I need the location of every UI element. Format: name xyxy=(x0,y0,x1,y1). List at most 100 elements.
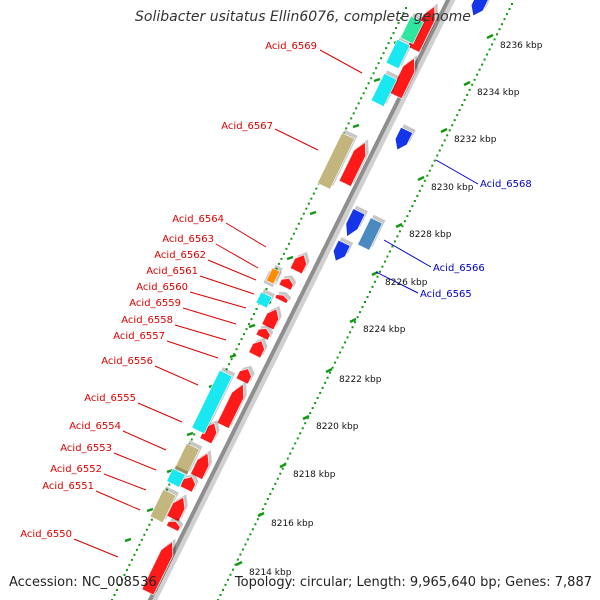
gene-label-reverse[interactable]: Acid_6568 xyxy=(480,179,532,190)
inner-scale-tick xyxy=(365,87,368,90)
outer-scale-tick xyxy=(326,376,329,379)
inner-scale-tick xyxy=(243,333,246,336)
outer-scale-tick xyxy=(354,321,357,324)
rna-feature[interactable] xyxy=(255,291,273,309)
rna-feature[interactable] xyxy=(370,72,398,108)
outer-scale-tick xyxy=(461,104,464,107)
cds-forward[interactable] xyxy=(255,328,271,341)
gene-label-reverse[interactable]: Acid_6565 xyxy=(420,289,472,300)
outer-scale-tick xyxy=(331,366,334,369)
trna-feature[interactable] xyxy=(265,267,281,285)
cds-forward[interactable] xyxy=(289,254,307,275)
gene-label-forward[interactable]: Acid_6550 xyxy=(20,529,72,540)
inner-scale-tick xyxy=(275,267,278,270)
cds-forward[interactable] xyxy=(165,521,181,532)
rna-feature[interactable] xyxy=(399,15,425,45)
cds-reverse[interactable] xyxy=(357,217,383,251)
inner-scale-tick xyxy=(400,17,403,20)
gene-label-forward[interactable]: Acid_6552 xyxy=(50,464,102,475)
scale-label: 8232 kbp xyxy=(454,135,497,145)
cds-forward[interactable] xyxy=(235,368,252,385)
gene-label-forward[interactable]: Acid_6563 xyxy=(162,234,214,245)
inner-scale-tick xyxy=(315,187,318,190)
gene-label-forward-leader xyxy=(73,538,119,558)
cds-reverse[interactable] xyxy=(332,239,351,262)
inner-major-tick xyxy=(186,431,194,437)
gene-label-forward[interactable]: Acid_6553 xyxy=(60,443,112,454)
outer-scale-tick xyxy=(371,285,374,288)
cds-forward[interactable] xyxy=(261,308,280,331)
outer-scale-tick xyxy=(458,109,461,112)
cds-forward[interactable] xyxy=(166,496,186,523)
gene-label-forward[interactable]: Acid_6569 xyxy=(265,41,317,52)
outer-scale-tick xyxy=(471,83,474,86)
outer-scale-tick xyxy=(368,290,371,293)
cds-forward-shadow xyxy=(277,291,292,301)
outer-scale-tick xyxy=(321,386,324,389)
outer-scale-tick xyxy=(286,457,289,460)
outer-major-tick xyxy=(395,222,403,229)
cds-forward[interactable] xyxy=(248,340,265,359)
backbone-shadow xyxy=(150,0,456,600)
inner-scale-tick xyxy=(347,122,350,125)
cds-reverse[interactable] xyxy=(394,126,414,151)
rna-feature[interactable] xyxy=(149,488,177,524)
gene-label-forward[interactable]: Acid_6564 xyxy=(172,214,224,225)
rna-feature[interactable] xyxy=(191,369,233,435)
gene-label-forward[interactable]: Acid_6558 xyxy=(121,315,173,326)
cds-forward[interactable] xyxy=(190,452,210,480)
outer-scale-tick xyxy=(496,33,499,36)
outer-major-tick xyxy=(417,175,425,182)
rna-feature[interactable] xyxy=(385,38,411,70)
outer-scale-tick xyxy=(388,250,391,253)
outer-scale-tick xyxy=(391,245,394,248)
outer-scale-tick xyxy=(408,210,411,213)
outer-scale-tick xyxy=(436,154,439,157)
gene-label-forward[interactable]: Acid_6556 xyxy=(101,356,153,367)
cds-reverse[interactable] xyxy=(345,208,366,238)
gene-label-forward[interactable]: Acid_6567 xyxy=(221,121,273,132)
scale-label: 8224 kbp xyxy=(363,325,406,335)
gene-label-forward[interactable]: Acid_6557 xyxy=(113,331,165,342)
inner-scale-tick xyxy=(120,578,123,581)
gene-label-forward-leader xyxy=(215,243,259,269)
outer-scale-tick xyxy=(476,73,479,76)
inner-scale-tick xyxy=(367,82,370,85)
outer-scale-tick xyxy=(428,169,431,172)
outer-scale-tick xyxy=(381,265,384,268)
tick-rings xyxy=(111,3,513,600)
cds-forward[interactable] xyxy=(274,294,289,304)
inner-scale-tick xyxy=(300,217,303,220)
rna-feature[interactable] xyxy=(316,132,356,190)
outer-scale-tick xyxy=(229,573,232,576)
gene-label-forward[interactable]: Acid_6562 xyxy=(154,250,206,261)
cds-forward[interactable] xyxy=(179,476,196,493)
gene-label-forward[interactable]: Acid_6554 xyxy=(69,421,121,432)
gene-label-reverse[interactable]: Acid_6566 xyxy=(433,263,485,274)
gene-label-forward[interactable]: Acid_6551 xyxy=(42,481,94,492)
gene-label-forward[interactable]: Acid_6559 xyxy=(129,298,181,309)
gene-label-forward[interactable]: Acid_6560 xyxy=(136,282,188,293)
outer-scale-tick xyxy=(261,508,264,511)
inner-scale-tick xyxy=(345,127,348,130)
inner-scale-tick xyxy=(382,52,385,55)
outer-scale-tick xyxy=(493,38,496,41)
cds-forward[interactable] xyxy=(278,278,294,291)
inner-major-tick xyxy=(124,537,132,543)
rna-feature[interactable] xyxy=(174,442,200,476)
outer-scale-tick xyxy=(491,43,494,46)
inner-scale-tick xyxy=(310,197,313,200)
gene-label-forward-leader xyxy=(319,49,363,74)
cds-forward[interactable] xyxy=(216,383,245,429)
cds-forward[interactable] xyxy=(141,541,174,596)
cds-forward[interactable] xyxy=(389,57,416,100)
outer-scale-tick xyxy=(376,275,379,278)
cds-reverse[interactable] xyxy=(470,0,489,17)
gene-label-forward[interactable]: Acid_6555 xyxy=(84,393,136,404)
cds-forward[interactable] xyxy=(338,141,367,187)
outer-scale-tick xyxy=(373,280,376,283)
rna-feature[interactable] xyxy=(166,468,186,488)
outer-major-tick xyxy=(486,33,494,40)
gene-label-forward[interactable]: Acid_6561 xyxy=(146,266,198,277)
